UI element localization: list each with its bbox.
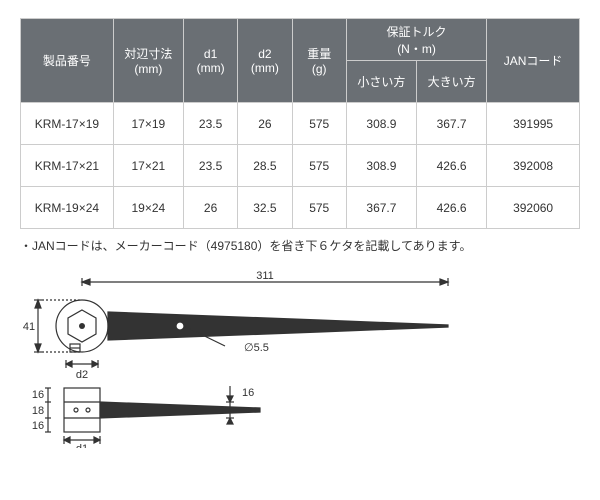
cell-d1: 23.5 (183, 103, 237, 145)
th-torque-small: 小さい方 (346, 61, 416, 103)
cell-torque-small: 308.9 (346, 145, 416, 187)
cell-jan: 392060 (487, 187, 580, 229)
cell-product-no: KRM-17×19 (21, 103, 114, 145)
cell-torque-large: 367.7 (417, 103, 487, 145)
th-product-no: 製品番号 (21, 19, 114, 103)
cell-product-no: KRM-17×21 (21, 145, 114, 187)
spec-table-body: KRM-17×19 17×19 23.5 26 575 308.9 367.7 … (21, 103, 580, 229)
tool-diagram: 311 ∅5.5 41 (20, 268, 580, 453)
cell-weight: 575 (292, 103, 346, 145)
cell-d2: 26 (238, 103, 292, 145)
cell-torque-large: 426.6 (417, 145, 487, 187)
dim-head-height: 41 (23, 321, 35, 333)
wrench-diagram-svg: 311 ∅5.5 41 (20, 268, 580, 448)
dim-side-top: 16 (32, 389, 44, 401)
cell-torque-small: 308.9 (346, 103, 416, 145)
cell-weight: 575 (292, 187, 346, 229)
cell-torque-large: 426.6 (417, 187, 487, 229)
th-d1: d1(mm) (183, 19, 237, 103)
dim-d1: d1 (76, 443, 88, 448)
dim-hole-dia: ∅5.5 (244, 342, 269, 354)
cell-across-flats: 17×19 (113, 103, 183, 145)
th-torque-group: 保証トルク(N・m) (346, 19, 486, 61)
dim-length: 311 (256, 270, 274, 282)
cell-d2: 32.5 (238, 187, 292, 229)
cell-jan: 391995 (487, 103, 580, 145)
cell-weight: 575 (292, 145, 346, 187)
dim-shank: 16 (242, 387, 254, 399)
cell-d2: 28.5 (238, 145, 292, 187)
th-jan: JANコード (487, 19, 580, 103)
cell-jan: 392008 (487, 145, 580, 187)
table-row: KRM-17×19 17×19 23.5 26 575 308.9 367.7 … (21, 103, 580, 145)
table-row: KRM-17×21 17×21 23.5 28.5 575 308.9 426.… (21, 145, 580, 187)
cell-product-no: KRM-19×24 (21, 187, 114, 229)
th-across-flats: 対辺寸法(mm) (113, 19, 183, 103)
cell-d1: 23.5 (183, 145, 237, 187)
dim-side-mid: 18 (32, 405, 44, 417)
jan-note: ・JANコードは、メーカーコード（4975180）を省き下６ケタを記載してありま… (20, 237, 580, 254)
th-weight: 重量(g) (292, 19, 346, 103)
cell-d1: 26 (183, 187, 237, 229)
dim-side-bot: 16 (32, 420, 44, 432)
cell-torque-small: 367.7 (346, 187, 416, 229)
cell-across-flats: 19×24 (113, 187, 183, 229)
dim-d2: d2 (76, 369, 88, 381)
cell-across-flats: 17×21 (113, 145, 183, 187)
spec-table: 製品番号 対辺寸法(mm) d1(mm) d2(mm) 重量(g) 保証トルク(… (20, 18, 580, 229)
th-torque-large: 大きい方 (417, 61, 487, 103)
table-row: KRM-19×24 19×24 26 32.5 575 367.7 426.6 … (21, 187, 580, 229)
th-d2: d2(mm) (238, 19, 292, 103)
